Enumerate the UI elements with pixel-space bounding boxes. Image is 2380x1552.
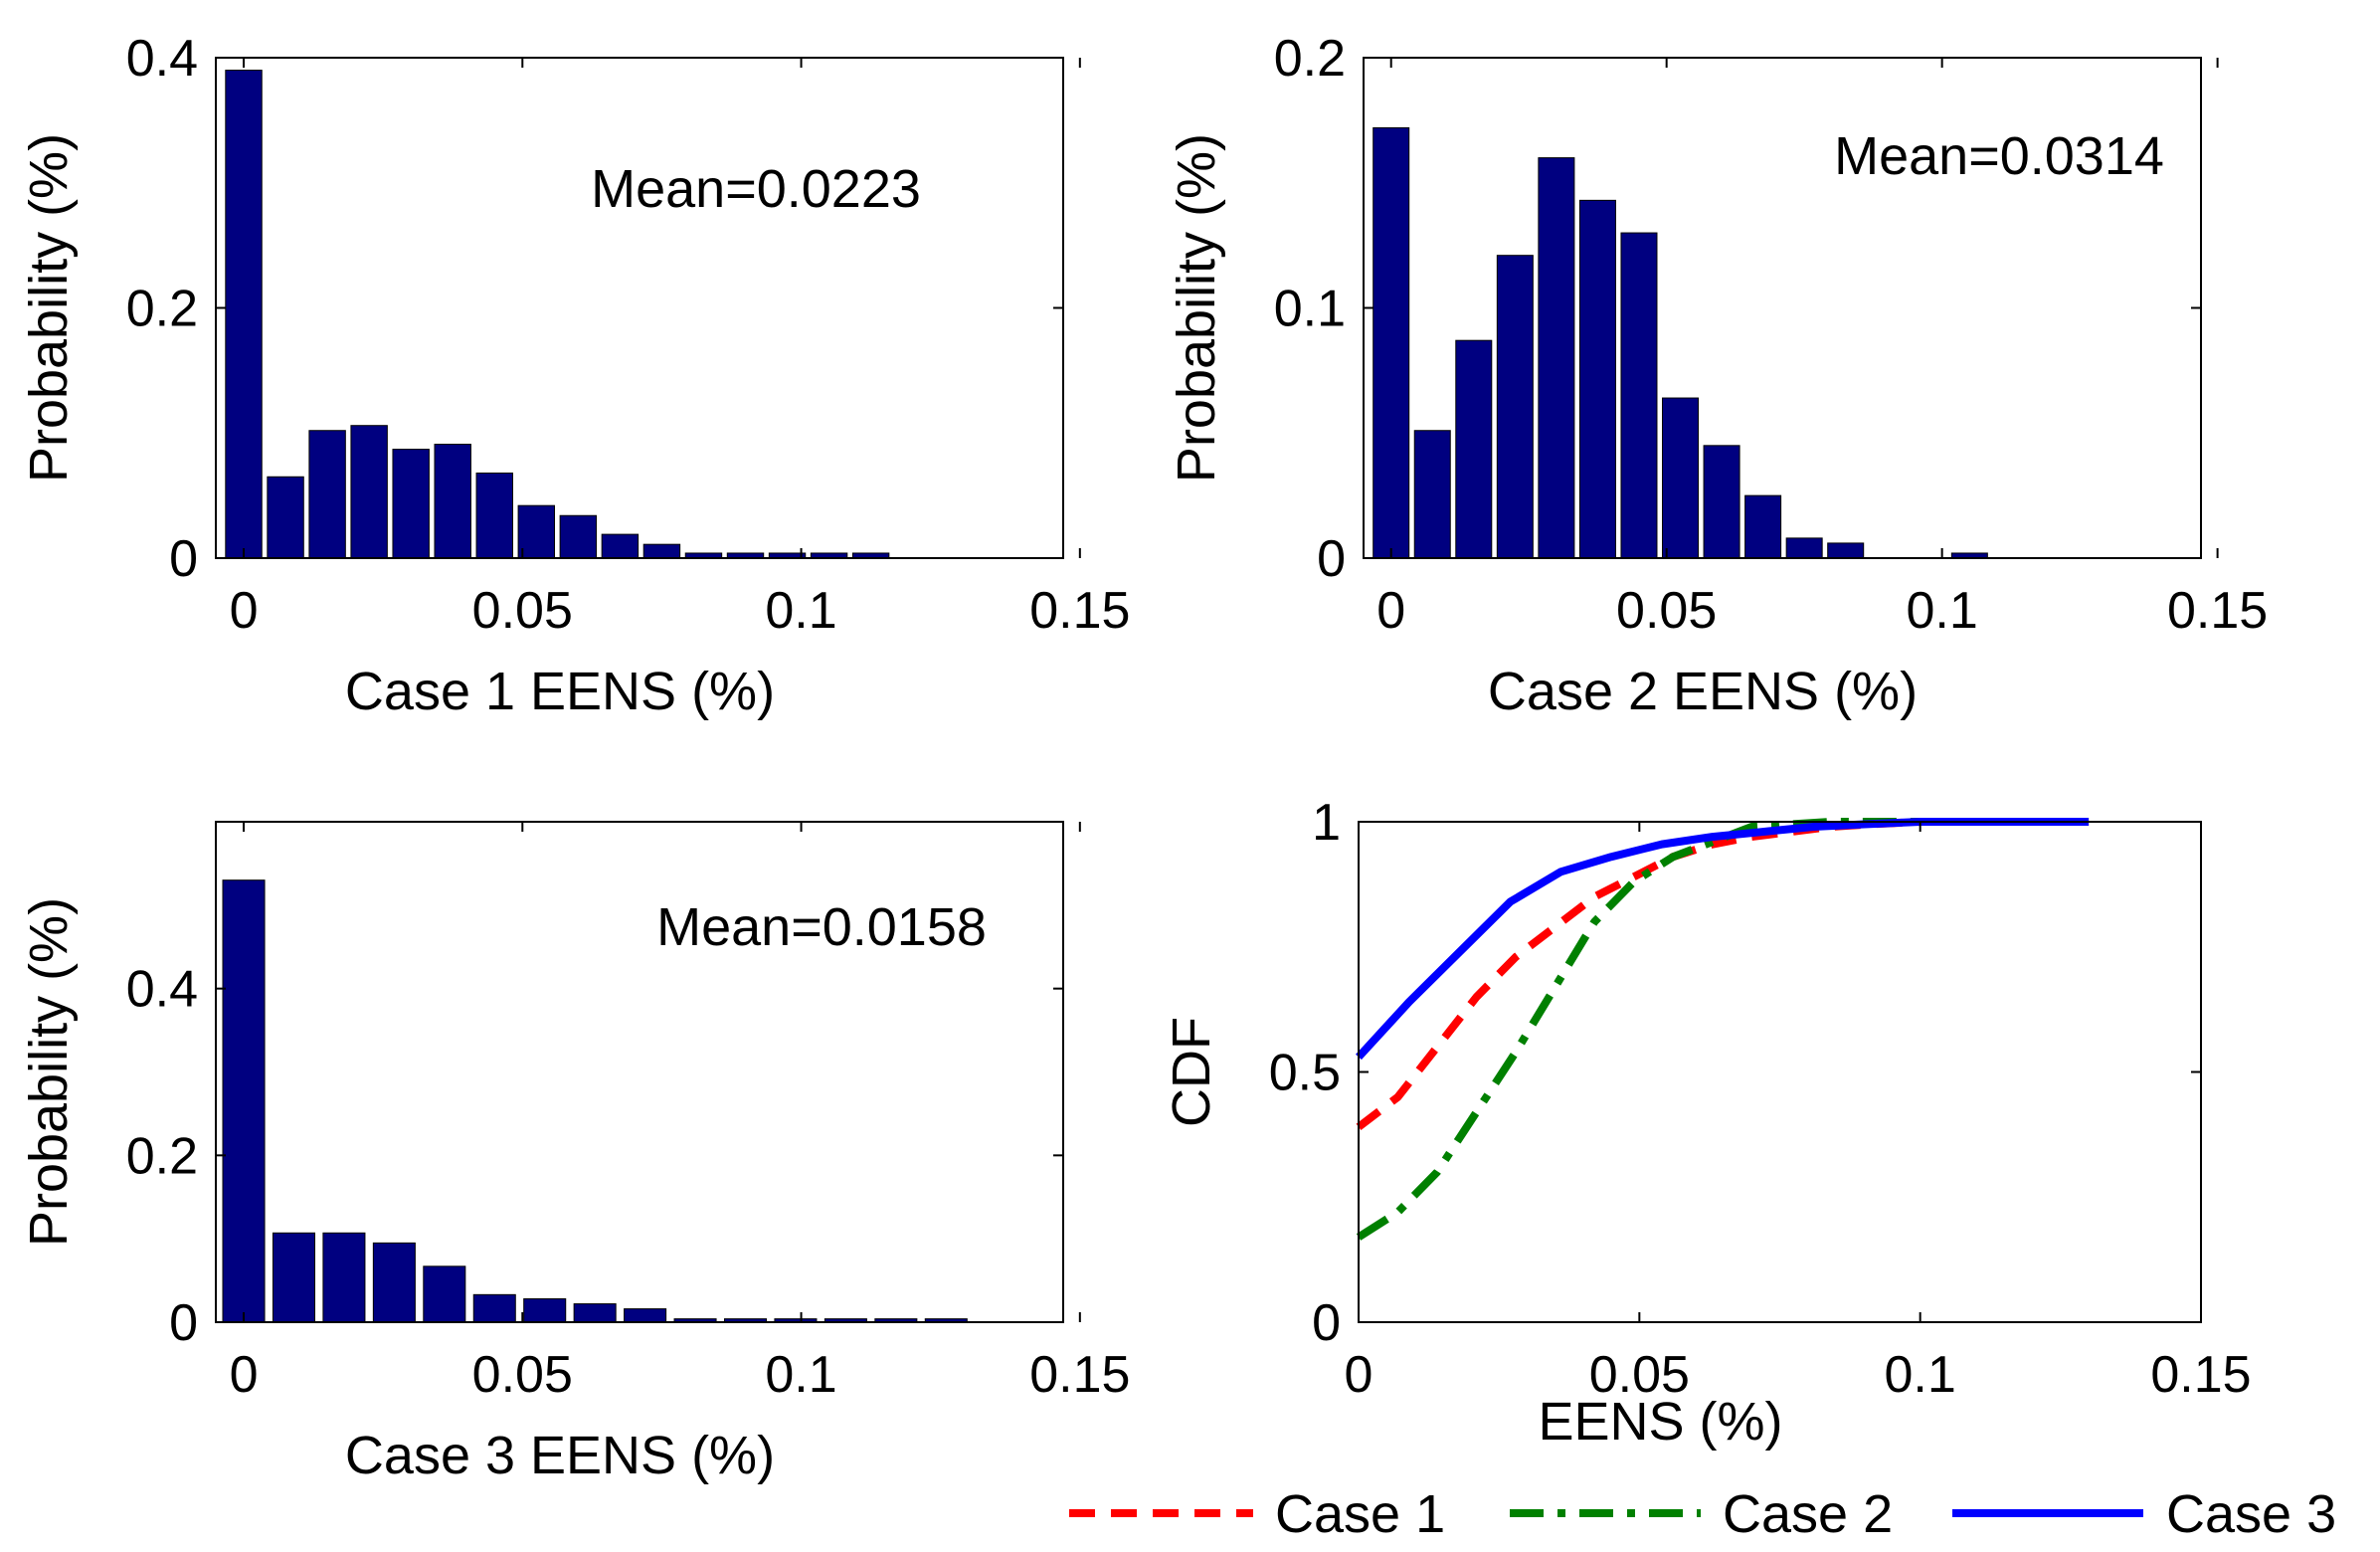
y-axis-label: Probability (%) bbox=[19, 133, 79, 483]
y-tick-label: 0.4 bbox=[126, 961, 198, 1019]
panel-case1: 0 0.05 0.1 0.15 0 0.2 0.4 Case 1 EENS (%) Probab… bbox=[19, 30, 1130, 721]
bar bbox=[1455, 339, 1493, 559]
y-tick-label: 0.2 bbox=[126, 281, 198, 338]
x-tick-label: 0.1 bbox=[765, 1346, 836, 1404]
bar bbox=[573, 1303, 617, 1323]
axes-frame bbox=[215, 821, 1064, 1323]
legend-label-2: Case 2 bbox=[1723, 1484, 1893, 1544]
x-tick-label: 0.1 bbox=[1906, 582, 1977, 640]
bar bbox=[308, 430, 346, 559]
y-tick-label: 0.1 bbox=[1274, 281, 1346, 338]
x-tick-label: 0 bbox=[1376, 582, 1405, 640]
series-line-1 bbox=[1356, 818, 2090, 1131]
bar bbox=[472, 1293, 516, 1323]
x-tick-label: 0 bbox=[230, 582, 259, 640]
bar bbox=[1538, 157, 1575, 559]
mean-annotation: Mean=0.0314 bbox=[1834, 126, 2164, 186]
y-axis-label: Probability (%) bbox=[1167, 133, 1226, 483]
y-tick-label: 0.4 bbox=[126, 30, 198, 88]
bar bbox=[1703, 445, 1740, 559]
x-tick-label: 0.05 bbox=[472, 1346, 573, 1404]
bar bbox=[1373, 126, 1410, 559]
y-tick-label: 0.2 bbox=[126, 1127, 198, 1185]
x-tick-label: 0.1 bbox=[765, 582, 836, 640]
y-axis-label: CDF bbox=[1162, 1017, 1221, 1127]
x-axis-label: Case 1 EENS (%) bbox=[345, 662, 775, 721]
bar bbox=[517, 504, 556, 559]
y-tick-label: 1 bbox=[1312, 794, 1341, 852]
bar bbox=[1662, 397, 1700, 559]
legend-label-1: Case 1 bbox=[1275, 1484, 1445, 1544]
x-tick-label: 0.15 bbox=[2150, 1346, 2251, 1404]
bar bbox=[1578, 199, 1616, 559]
y-tick-label: 0 bbox=[1317, 530, 1346, 588]
axes-frame bbox=[1358, 821, 2202, 1323]
x-tick-label: 0.05 bbox=[1616, 582, 1717, 640]
x-tick-label: 0.05 bbox=[1589, 1346, 1690, 1404]
x-tick-label: 0.15 bbox=[1029, 1346, 1130, 1404]
x-tick-label: 0.05 bbox=[472, 582, 573, 640]
x-axis-label: Case 2 EENS (%) bbox=[1488, 662, 1918, 721]
bar bbox=[1827, 542, 1865, 559]
bar bbox=[222, 879, 266, 1323]
panel-case3: 0 0.05 0.1 0.15 0 0.2 0.4 Case 3 EENS (%) Probab… bbox=[19, 821, 1130, 1485]
bar bbox=[392, 449, 430, 559]
bar bbox=[1744, 494, 1782, 559]
bar bbox=[372, 1242, 416, 1323]
x-axis-label: EENS (%) bbox=[1538, 1392, 1782, 1452]
bar bbox=[642, 543, 681, 559]
bar bbox=[322, 1232, 366, 1323]
x-tick-label: 0 bbox=[230, 1346, 259, 1404]
panel-cdf: 0 0.05 0.1 0.15 0 0.5 1 EENS (%) CDF bbox=[1162, 794, 2252, 1452]
bar bbox=[523, 1298, 567, 1323]
x-axis-label: Case 3 EENS (%) bbox=[345, 1426, 775, 1485]
bar bbox=[624, 1308, 667, 1323]
mean-annotation: Mean=0.0223 bbox=[591, 159, 921, 219]
bar bbox=[225, 70, 263, 559]
bar bbox=[350, 425, 388, 559]
legend: Case 1 Case 2 Case 3 bbox=[1069, 1484, 2336, 1544]
bar bbox=[423, 1265, 466, 1323]
panel-case2: 0 0.05 0.1 0.15 0 0.1 0.2 Case 2 EENS (%) Probab… bbox=[1167, 30, 2268, 721]
bar bbox=[272, 1232, 315, 1323]
x-tick-label: 0 bbox=[1345, 1346, 1373, 1404]
bar bbox=[601, 533, 640, 559]
y-tick-label: 0 bbox=[169, 1294, 198, 1352]
mean-annotation: Mean=0.0158 bbox=[656, 897, 987, 957]
y-tick-label: 0.2 bbox=[1274, 30, 1346, 88]
y-tick-label: 0 bbox=[1312, 1294, 1341, 1352]
legend-label-3: Case 3 bbox=[2166, 1484, 2336, 1544]
y-tick-label: 0 bbox=[169, 530, 198, 588]
bar bbox=[475, 472, 513, 559]
series-line-3 bbox=[1356, 818, 2090, 1061]
bar bbox=[1620, 232, 1658, 559]
y-tick-label: 0.5 bbox=[1269, 1045, 1341, 1102]
bar bbox=[267, 476, 304, 559]
y-axis-label: Probability (%) bbox=[19, 897, 79, 1247]
series-line-2 bbox=[1356, 818, 2090, 1241]
bar bbox=[1785, 537, 1823, 559]
bar bbox=[434, 444, 471, 559]
bar bbox=[559, 514, 598, 559]
bar bbox=[1496, 255, 1534, 559]
x-tick-label: 0.15 bbox=[1029, 582, 1130, 640]
x-tick-label: 0.15 bbox=[2167, 582, 2268, 640]
x-tick-label: 0.1 bbox=[1885, 1346, 1956, 1404]
bar bbox=[1413, 430, 1451, 559]
